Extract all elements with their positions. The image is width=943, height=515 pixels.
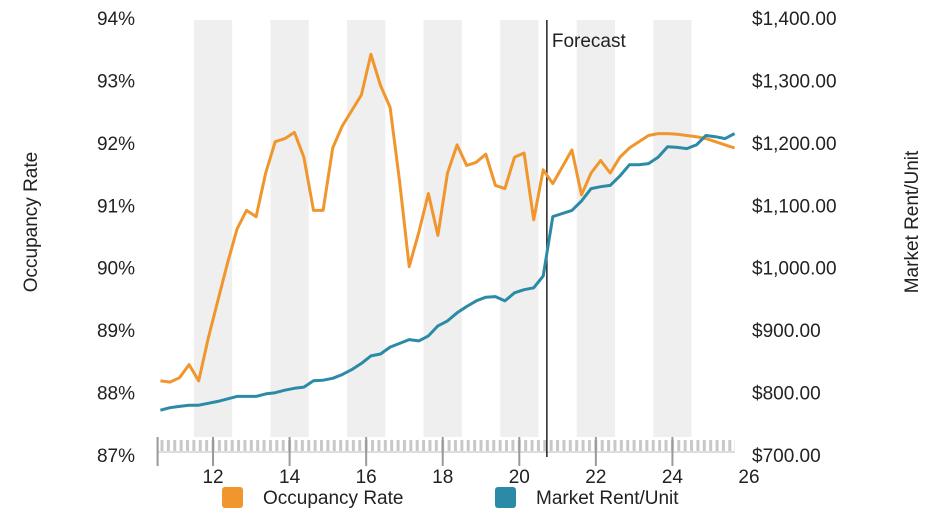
y-axis-title: Occupancy Rate [21,152,42,292]
legend-swatch [222,487,243,508]
y2-tick-label: $800.00 [752,384,821,405]
annotation: Forecast [552,31,627,52]
line-series [160,52,736,384]
legend-label: Market Rent/Unit [536,488,679,509]
y2-tick-label: $1,100.00 [752,196,837,217]
year-band [423,20,462,437]
x-tick-label: 18 [432,467,453,488]
x-tick-label: 22 [585,467,606,488]
y-tick-label: 92% [97,134,135,155]
x-tick-label: 12 [202,467,223,488]
year-band [270,20,309,437]
x-tick-label: 20 [509,467,530,488]
y2-tick-label: $1,400.00 [752,9,837,30]
year-band [576,20,616,437]
year-bands [193,20,692,437]
y-tick-label: 88% [97,384,135,405]
x-tick-label: 26 [738,467,759,488]
year-band [653,20,692,437]
y2-tick-label: $1,000.00 [752,259,837,280]
y-tick-label: 90% [97,259,135,280]
y2-tick-label: $1,300.00 [752,71,837,92]
legend-swatch [495,487,516,508]
year-band [500,20,539,437]
y-tick-label: 94% [97,9,135,30]
x-tick-label: 24 [662,467,684,488]
y2-tick-label: $1,200.00 [752,134,837,155]
legend-label: Occupancy Rate [263,488,403,509]
y2-tick-label: $700.00 [752,446,821,467]
y-tick-label: 89% [97,321,135,342]
y-tick-label: 91% [97,196,135,217]
line-series [160,132,736,412]
y2-axis-title: Market Rent/Unit [902,150,923,293]
y-tick-label: 87% [97,446,135,467]
minor-ticks [157,437,735,451]
x-tick-label: 14 [279,467,301,488]
y-tick-label: 93% [97,71,135,92]
x-tick-label: 16 [356,467,377,488]
y2-tick-label: $900.00 [752,321,821,342]
